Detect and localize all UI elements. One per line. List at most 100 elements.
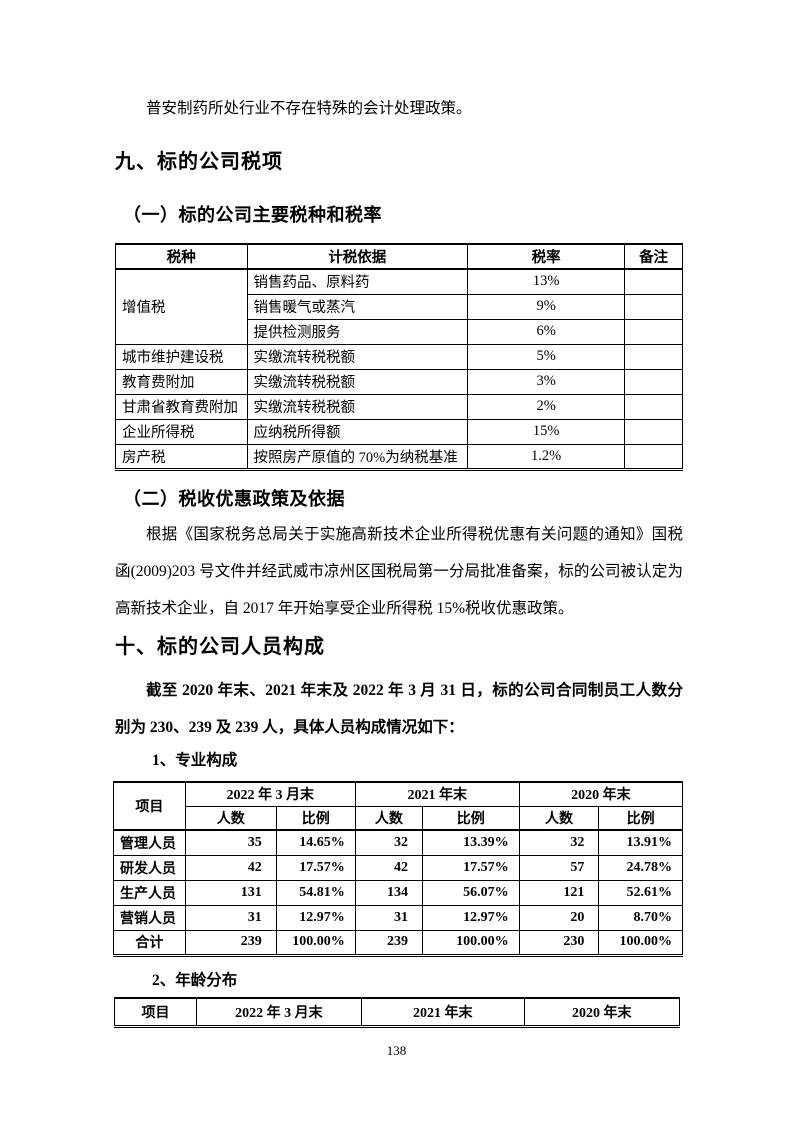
tax-rate-cell: 3% [467, 368, 626, 395]
tax-rate-cell: 13% [467, 268, 626, 295]
table-row: 管理人员 35 14.65% 32 13.39% 32 13.91% [113, 829, 683, 856]
ratio-header: 比例 [421, 805, 520, 831]
table-row: 房产税 按照房产原值的 70%为纳税基准 1.2% [115, 443, 683, 470]
tax-rate-cell: 6% [467, 318, 626, 345]
tax-note-cell [624, 443, 683, 470]
count-cell: 31 [184, 904, 277, 931]
tax-note-cell [624, 268, 683, 295]
ratio-cell: 56.07% [421, 879, 520, 906]
table-row: 提供检测服务 6% [116, 318, 683, 345]
ratio-cell: 13.39% [421, 829, 520, 856]
profession-header-metric-row: 人数 比例 人数 比例 人数 比例 [114, 805, 683, 831]
table-row: 教育费附加 实缴流转税税额 3% [115, 368, 683, 395]
count-cell: 31 [354, 904, 423, 931]
table-row: 城市维护建设税 实缴流转税税额 5% [115, 343, 683, 370]
tax-rate-cell: 5% [467, 343, 626, 370]
ratio-cell: 14.65% [275, 829, 356, 856]
item-cell: 营销人员 [113, 904, 186, 931]
section-9-2-title: （二）税收优惠政策及依据 [123, 489, 345, 509]
table-row: 增值税 销售药品、原料药 13% [115, 268, 683, 345]
tax-policy-paragraph: 根据《国家税务总局关于实施高新技术企业所得税优惠有关问题的通知》国税函(2009… [115, 526, 683, 617]
age-header-period: 2020 年末 [523, 997, 681, 1027]
tax-header-tax: 税种 [115, 243, 248, 270]
tax-note-cell [624, 418, 683, 445]
age-header-period: 2022 年 3 月末 [195, 997, 362, 1027]
age-distribution-table: 项目 2022 年 3 月末 2021 年末 2020 年末 [114, 997, 681, 1028]
age-header-item: 项目 [114, 997, 197, 1027]
tax-name-cell: 房产税 [115, 443, 248, 470]
count-header: 人数 [354, 805, 423, 831]
tax-rate-cell: 2% [467, 393, 626, 420]
ratio-cell: 17.57% [275, 854, 356, 881]
tax-note-cell [624, 343, 683, 370]
tax-basis-cell: 实缴流转税税额 [246, 343, 469, 370]
tax-note-cell [624, 393, 683, 420]
item-cell: 管理人员 [113, 829, 186, 856]
intro-paragraph: 普安制药所处行业不存在特殊的会计处理政策。 [146, 100, 472, 117]
age-table-header-row: 项目 2022 年 3 月末 2021 年末 2020 年末 [114, 997, 681, 1027]
tax-header-rate: 税率 [467, 243, 626, 270]
ratio-cell: 100.00% [598, 929, 683, 956]
count-cell: 32 [354, 829, 423, 856]
tax-note-cell [624, 318, 683, 345]
count-header: 人数 [518, 805, 600, 831]
tax-note-cell [624, 368, 683, 395]
staff-count-paragraph: 截至 2020 年末、2021 年末及 2022 年 3 月 31 日，标的公司… [115, 682, 683, 736]
tax-basis-cell: 应纳税所得额 [246, 418, 469, 445]
tax-name-cell: 教育费附加 [115, 368, 248, 395]
count-cell: 35 [184, 829, 277, 856]
tax-basis-cell: 按照房产原值的 70%为纳税基准 [246, 443, 469, 470]
table-row: 研发人员 42 17.57% 42 17.57% 57 24.78% [113, 854, 683, 881]
profession-header-period: 2022 年 3 月末 [184, 781, 356, 807]
tax-basis-cell: 实缴流转税税额 [246, 393, 469, 420]
tax-rate-table: 税种 计税依据 税率 备注 增值税 销售药品、原料药 13% 销售暖气或蒸汽 9… [115, 243, 683, 471]
profession-header-period: 2021 年末 [354, 781, 520, 807]
table-row: 营销人员 31 12.97% 31 12.97% 20 8.70% [113, 904, 683, 931]
tax-header-note: 备注 [624, 243, 683, 270]
profession-header-period: 2020 年末 [518, 781, 684, 807]
table-row: 生产人员 131 54.81% 134 56.07% 121 52.61% [113, 879, 683, 906]
item-cell: 合计 [113, 929, 186, 956]
count-cell: 121 [518, 879, 600, 906]
ratio-cell: 100.00% [275, 929, 356, 956]
tax-note-cell [624, 293, 683, 320]
ratio-cell: 54.81% [275, 879, 356, 906]
count-cell: 230 [518, 929, 600, 956]
tax-rate-cell: 9% [467, 293, 626, 320]
tax-name-cell: 增值税 [115, 268, 248, 345]
tax-name-cell: 企业所得税 [115, 418, 248, 445]
table-row: 销售暖气或蒸汽 9% [116, 293, 683, 320]
section-9-1-title: （一）标的公司主要税种和税率 [123, 205, 382, 225]
item-cell: 生产人员 [113, 879, 186, 906]
tax-header-basis: 计税依据 [246, 243, 469, 270]
ratio-cell: 52.61% [598, 879, 683, 906]
count-cell: 239 [354, 929, 423, 956]
age-list-title: 2、年龄分布 [152, 972, 238, 989]
tax-name-cell: 城市维护建设税 [115, 343, 248, 370]
age-header-period: 2021 年末 [360, 997, 525, 1027]
table-row: 甘肃省教育费附加 实缴流转税税额 2% [115, 393, 683, 420]
count-cell: 239 [184, 929, 277, 956]
profession-list-title: 1、专业构成 [152, 752, 238, 769]
item-cell: 研发人员 [113, 854, 186, 881]
ratio-header: 比例 [275, 805, 356, 831]
table-row-total: 合计 239 100.00% 239 100.00% 230 100.00% [113, 929, 683, 956]
profession-composition-table: 项目 2022 年 3 月末 2021 年末 2020 年末 人数 比例 人数 … [113, 781, 684, 957]
tax-basis-cell: 销售药品、原料药 [246, 268, 469, 295]
section-9-title: 九、标的公司税项 [115, 151, 283, 173]
count-header: 人数 [184, 805, 277, 831]
tax-basis-cell: 销售暖气或蒸汽 [246, 293, 469, 320]
ratio-cell: 12.97% [421, 904, 520, 931]
count-cell: 134 [354, 879, 423, 906]
section-10-title: 十、标的公司人员构成 [115, 636, 325, 658]
tax-basis-cell: 实缴流转税税额 [246, 368, 469, 395]
count-cell: 57 [518, 854, 600, 881]
count-cell: 42 [354, 854, 423, 881]
ratio-cell: 8.70% [598, 904, 683, 931]
tax-table-header-row: 税种 计税依据 税率 备注 [115, 243, 683, 270]
ratio-cell: 12.97% [275, 904, 356, 931]
tax-rate-cell: 15% [467, 418, 626, 445]
profession-header-item: 项目 [113, 781, 186, 831]
table-row: 企业所得税 应纳税所得额 15% [115, 418, 683, 445]
